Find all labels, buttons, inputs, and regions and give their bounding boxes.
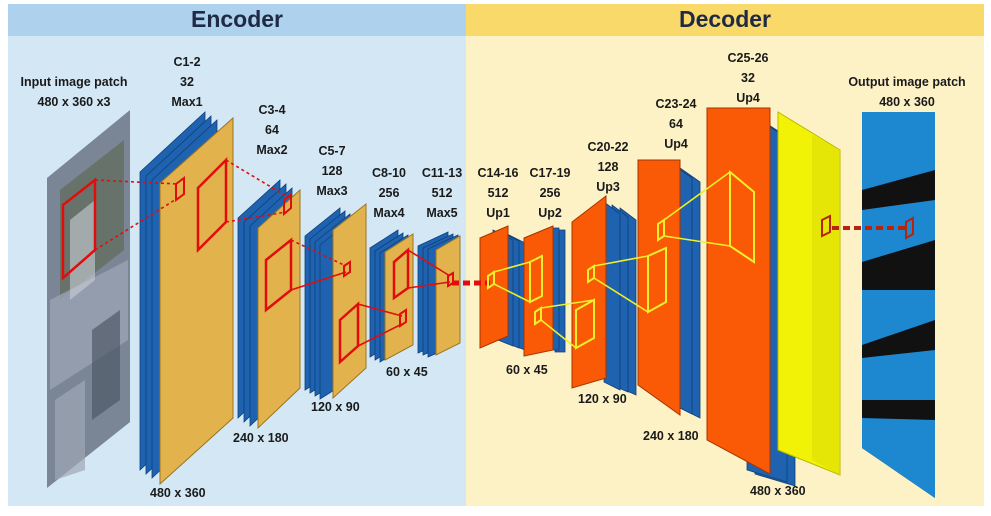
block-name: C20-22	[587, 140, 629, 154]
block-label-c11-13: C11-13 512 Max5	[410, 163, 474, 223]
dim-label-enc-480x360: 480 x 360	[150, 486, 206, 500]
output-image-title: Output image patch	[848, 75, 966, 89]
dim-label-dec-120x90: 120 x 90	[578, 392, 627, 406]
block-label-c5-7: C5-7 128 Max3	[300, 141, 364, 201]
block-op: Up3	[596, 180, 620, 194]
block-name: C8-10	[371, 166, 407, 180]
block-channels: 32	[741, 71, 755, 85]
block-channels: 128	[597, 160, 619, 174]
block-label-c8-10: C8-10 256 Max4	[357, 163, 421, 223]
output-image-patch	[862, 112, 935, 498]
dim-label-enc-120x90: 120 x 90	[311, 400, 360, 414]
block-channels: 128	[321, 164, 343, 178]
softmax-layer	[777, 111, 841, 476]
block-name: C23-24	[655, 97, 697, 111]
output-dashed-link	[821, 214, 914, 240]
dim-label-enc-240x180: 240 x 180	[233, 431, 289, 445]
block-op: Max2	[256, 143, 288, 157]
block-name: C14-16	[477, 166, 519, 180]
block-label-c23-24: C23-24 64 Up4	[644, 94, 708, 154]
decoder-header: Decoder	[678, 6, 772, 32]
block-label-c14-16: C14-16 512 Up1	[466, 163, 530, 223]
block-label-c20-22: C20-22 128 Up3	[576, 137, 640, 197]
decoder-connection-lines	[487, 169, 755, 350]
block-channels: 256	[378, 186, 400, 200]
block-name: C25-26	[727, 51, 769, 65]
layer-stack-c14-16	[479, 225, 526, 351]
dim-label-enc-60x45: 60 x 45	[386, 365, 428, 379]
block-op: Max1	[171, 95, 203, 109]
encoder-header: Encoder	[190, 6, 284, 32]
encoder-connection-lines	[94, 156, 454, 365]
layer-stack-c11-13	[417, 231, 461, 358]
encoder-header-bar	[8, 4, 466, 36]
decoder-header-bar	[466, 4, 984, 36]
layer-stack-c1-2	[139, 111, 234, 486]
layer-stack-c23-24	[637, 159, 701, 419]
block-op: Max5	[426, 206, 458, 220]
block-op: Max3	[316, 184, 348, 198]
output-image-label: Output image patch 480 x 360	[832, 72, 982, 112]
block-label-c17-19: C17-19 256 Up2	[518, 163, 582, 223]
block-label-c3-4: C3-4 64 Max2	[240, 100, 304, 160]
block-name: C17-19	[529, 166, 571, 180]
block-label-c25-26: C25-26 32 Up4	[716, 48, 780, 108]
block-channels: 64	[265, 123, 279, 137]
input-image-size: 480 x 360 x3	[37, 95, 111, 109]
block-channels: 256	[539, 186, 561, 200]
block-op: Up4	[736, 91, 760, 105]
block-name: C3-4	[258, 103, 286, 117]
dim-label-dec-240x180: 240 x 180	[643, 429, 699, 443]
layer-stack-c3-4	[237, 179, 301, 430]
block-channels: 512	[487, 186, 509, 200]
layer-stack-c5-7	[304, 202, 367, 400]
block-name: C11-13	[421, 166, 463, 180]
block-op: Up4	[664, 137, 688, 151]
block-name: C5-7	[318, 144, 346, 158]
layer-stack-c20-22	[571, 194, 637, 396]
block-op: Up2	[538, 206, 562, 220]
input-image-patch	[47, 110, 130, 488]
block-channels: 512	[431, 186, 453, 200]
input-image-label: Input image patch 480 x 360 x3	[8, 72, 140, 112]
block-label-c1-2: C1-2 32 Max1	[155, 52, 219, 112]
dim-label-dec-60x45: 60 x 45	[506, 363, 548, 377]
block-op: Max4	[373, 206, 405, 220]
dim-label-dec-480x360: 480 x 360	[750, 484, 806, 498]
input-image-title: Input image patch	[20, 75, 128, 89]
block-channels: 32	[180, 75, 194, 89]
block-op: Up1	[486, 206, 510, 220]
block-name: C1-2	[173, 55, 201, 69]
block-channels: 64	[669, 117, 683, 131]
output-image-size: 480 x 360	[879, 95, 935, 109]
